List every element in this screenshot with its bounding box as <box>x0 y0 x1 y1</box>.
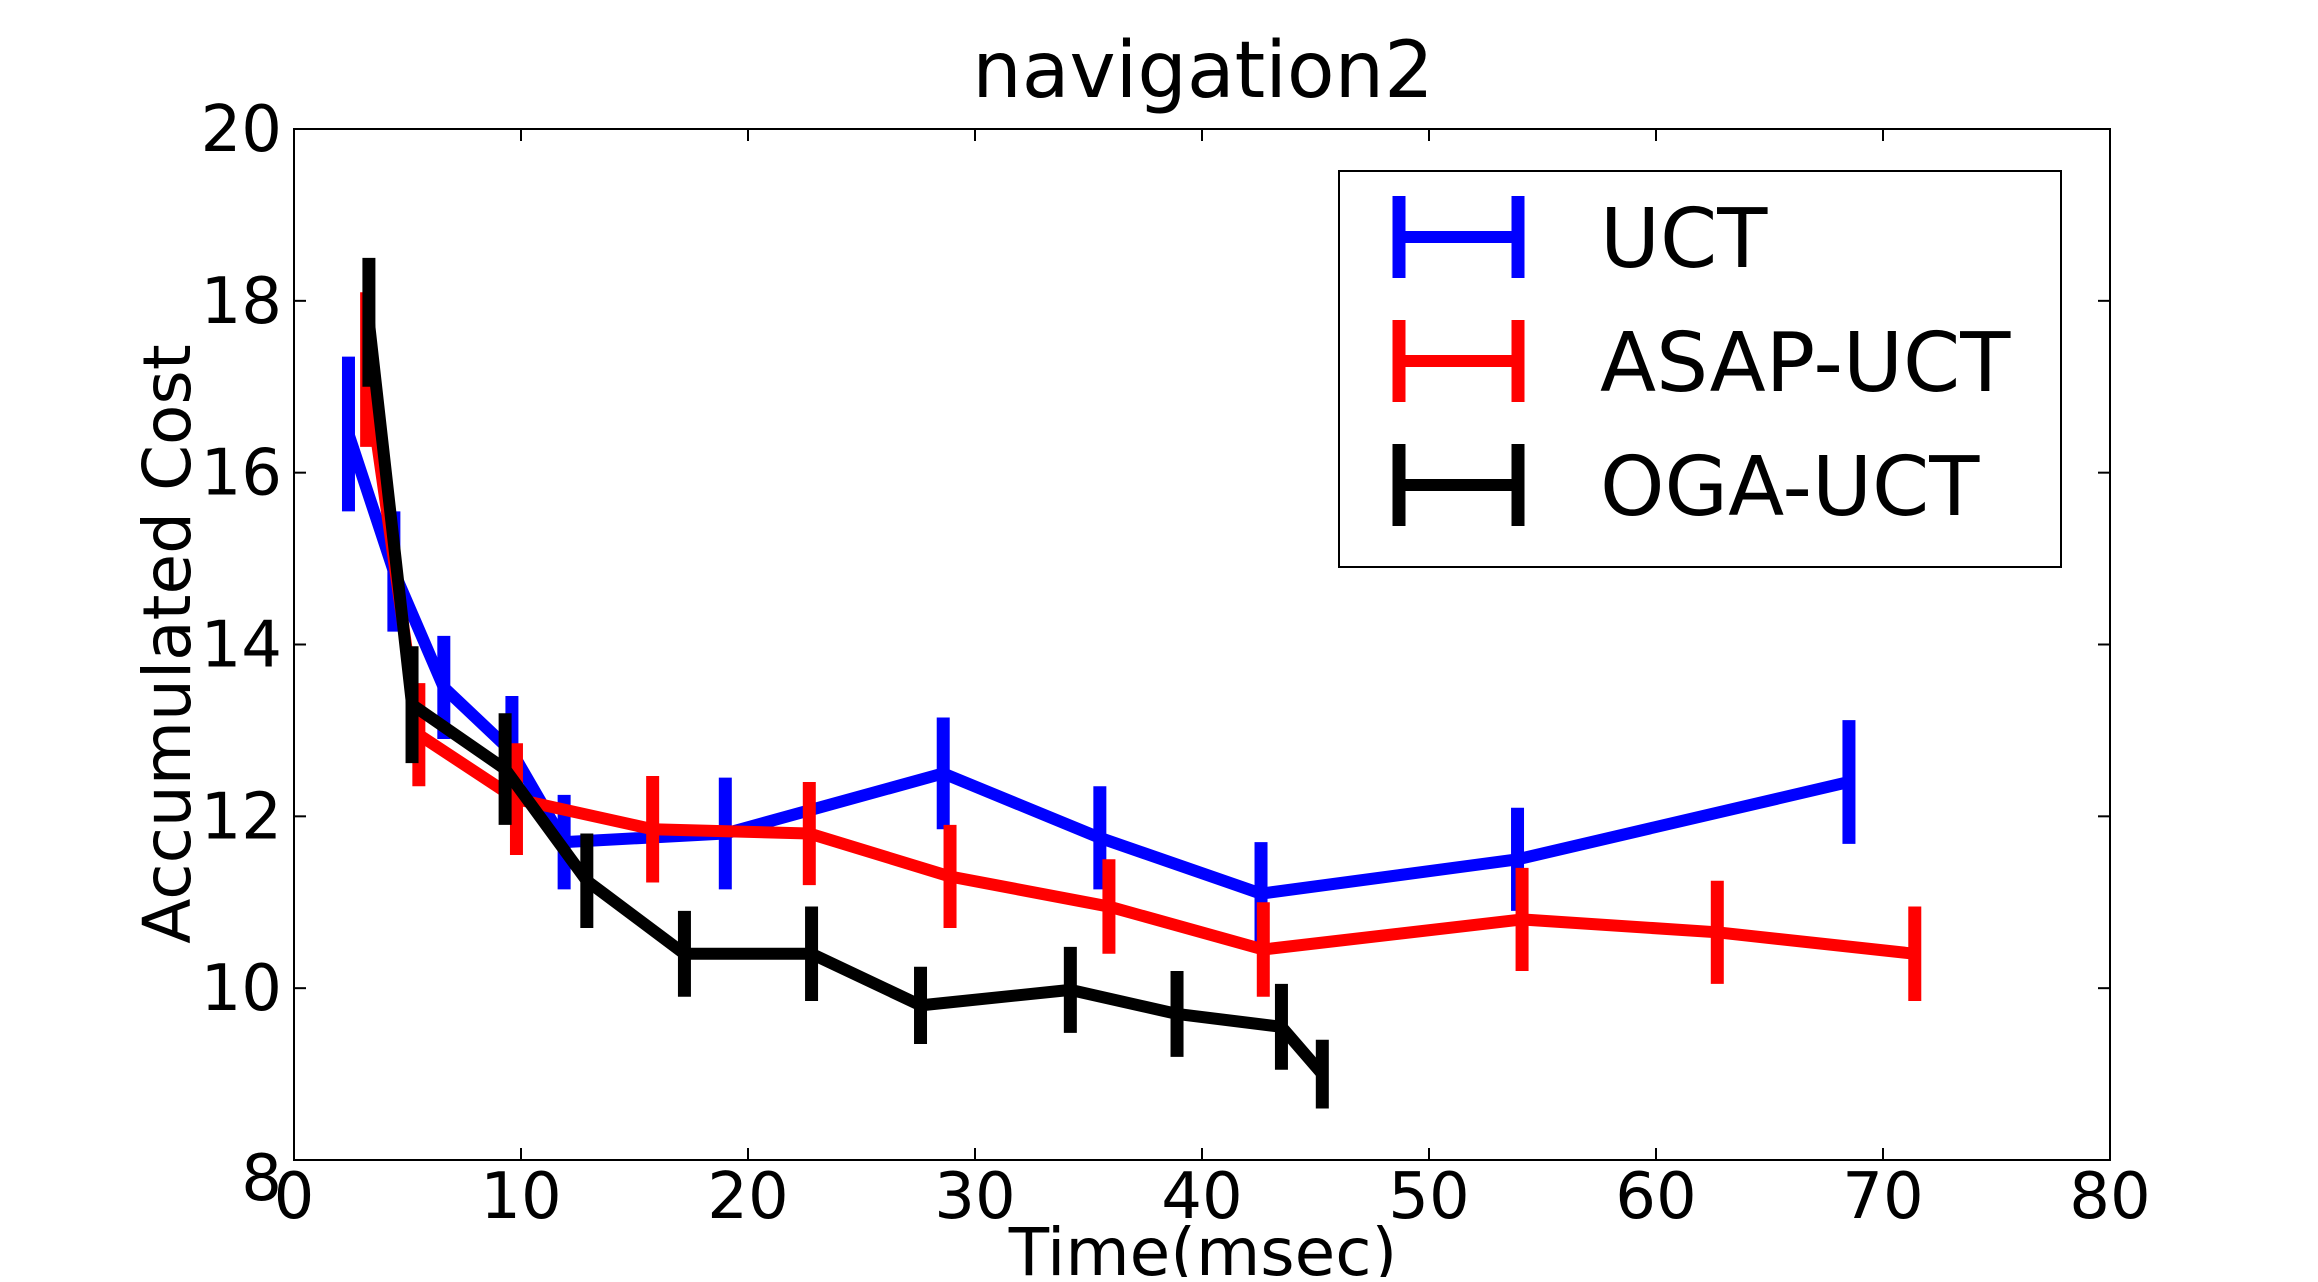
x-tick-label-1: 10 <box>480 1160 561 1234</box>
y-axis-label: Accumulated Cost <box>129 344 206 943</box>
y-tick-label-0: 8 <box>241 1142 282 1216</box>
plot-area: 0 10 20 30 40 50 60 70 80 8 10 12 14 16 18 20 <box>201 93 2151 1234</box>
legend: UCT ASAP-UCT OGA-UCT <box>1338 170 2062 568</box>
x-tick-label-5: 50 <box>1388 1160 1469 1234</box>
x-tick-label-0: 0 <box>274 1160 315 1234</box>
x-tick-label-6: 60 <box>1615 1160 1696 1234</box>
x-tick-label-7: 70 <box>1842 1160 1923 1234</box>
x-tick-label-4: 40 <box>1161 1160 1242 1234</box>
legend-label-2: OGA-UCT <box>1600 440 1980 535</box>
y-tick-label-6: 20 <box>201 93 282 167</box>
x-tick-label-3: 30 <box>934 1160 1015 1234</box>
legend-label-0: UCT <box>1600 192 1768 287</box>
y-tick-label-3: 14 <box>201 609 282 683</box>
chart-title: navigation2 <box>972 26 1433 116</box>
y-tick-label-1: 10 <box>201 952 282 1026</box>
x-axis-label: Time(msec) <box>1008 1214 1398 1277</box>
y-tick-label-4: 16 <box>201 437 282 511</box>
legend-label-1: ASAP-UCT <box>1600 316 2011 411</box>
x-tick-label-2: 20 <box>707 1160 788 1234</box>
y-tick-label-5: 18 <box>201 265 282 339</box>
x-tick-label-8: 80 <box>2069 1160 2150 1234</box>
y-tick-label-2: 12 <box>201 780 282 854</box>
